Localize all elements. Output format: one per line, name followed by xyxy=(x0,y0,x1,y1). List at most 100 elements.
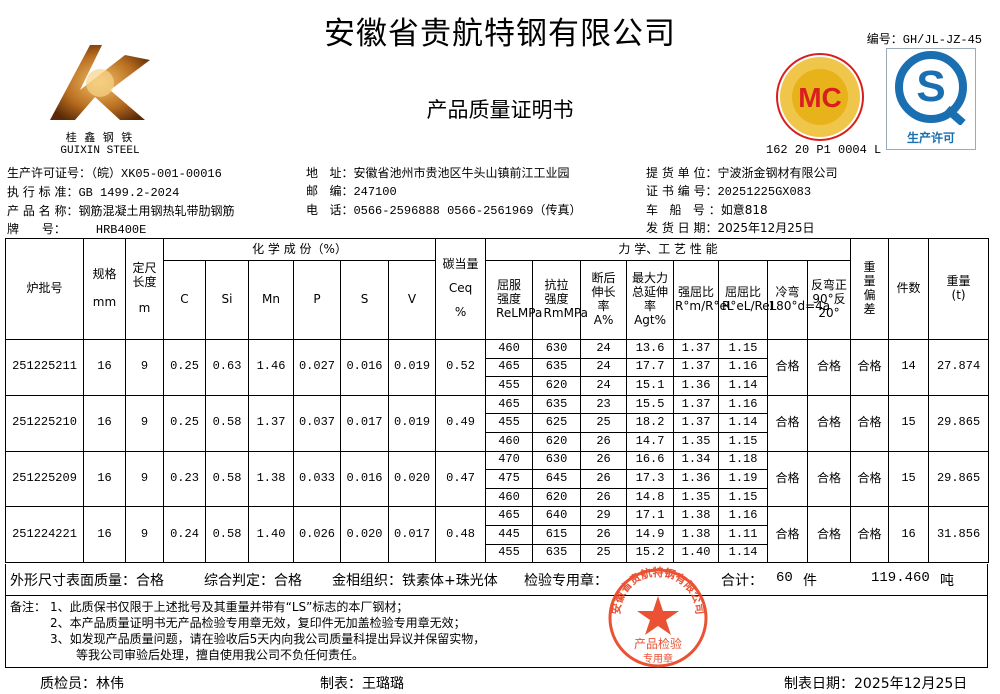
svg-text:产品检验: 产品检验 xyxy=(634,636,682,651)
cell-weight: 31.856 xyxy=(928,506,990,564)
cell-rel: 465 xyxy=(485,394,534,415)
cell-ratio1: 1.40 xyxy=(673,543,720,564)
consignee-field: 提 货 单 位：宁波浙金钢材有限公司 xyxy=(646,166,838,180)
cell-rel: 455 xyxy=(485,376,534,396)
cell-s: 0.016 xyxy=(340,450,389,508)
quality-table: 炉批号 规格 mm 定尺长度 m 化 学 成 份（%） 碳当量 Ceq% 力 学、工 … xyxy=(5,238,990,564)
logo-text-cn: 桂 鑫 钢 铁 xyxy=(65,131,135,144)
cell-agt: 17.7 xyxy=(626,357,675,378)
cell-ceq: 0.47 xyxy=(435,450,487,508)
notes-section: 备注： 1、此质保书仅限于上述批号及其重量并带有“LS”标志的本厂钢材； 2、本… xyxy=(5,595,988,668)
cell-rm: 640 xyxy=(532,506,582,526)
header-rel: 屈服强度ReLMPa xyxy=(485,260,542,340)
svg-text:专用章: 专用章 xyxy=(643,652,673,665)
cell-deviation: 合格 xyxy=(850,506,890,564)
table-row: 475 645 26 17.3 1.36 1.19 xyxy=(6,469,989,489)
cell-a: 25 xyxy=(580,413,628,433)
cell-a: 25 xyxy=(580,543,628,564)
cell-rm: 620 xyxy=(532,376,582,396)
table-row: 460 620 26 14.8 1.35 1.15 xyxy=(6,487,989,508)
info-left: 生产许可证号：（皖）XK05-001-00016 执 行 标 准：GB 1499… xyxy=(7,164,234,239)
appearance-result: 外形尺寸表面质量：合格 xyxy=(10,573,164,589)
star-icon xyxy=(637,596,679,635)
cell-agt: 15.5 xyxy=(626,394,675,415)
header-rm: 抗拉强度RmMPa xyxy=(532,260,588,340)
total-pieces: 60 xyxy=(776,570,793,586)
cell-s: 0.020 xyxy=(340,506,389,564)
header-chemical: 化 学 成 份（%） xyxy=(162,238,437,261)
cell-pieces: 16 xyxy=(888,506,930,564)
cell-weight: 29.865 xyxy=(928,394,990,452)
cell-ratio2: 1.16 xyxy=(718,394,769,415)
cell-agt: 17.1 xyxy=(626,506,675,526)
cell-ratio1: 1.37 xyxy=(673,339,720,359)
mc-logo-text: MC xyxy=(798,82,842,113)
cell-spec: 16 xyxy=(83,339,126,396)
table-row: 455 635 25 15.2 1.40 1.14 xyxy=(6,543,989,564)
address-field: 地 址：安徽省池州市贵池区牛头山镇前江工业园 xyxy=(306,166,570,180)
header-deviation: 重量偏差 xyxy=(850,238,890,340)
cell-cold-bend: 合格 xyxy=(767,339,809,396)
ship-date-field: 发 货 日 期：2025年12月25日 xyxy=(646,221,815,235)
cell-rel: 460 xyxy=(485,487,534,508)
cell-length: 9 xyxy=(125,339,164,396)
cell-a: 23 xyxy=(580,394,628,415)
cell-rm: 635 xyxy=(532,394,582,415)
cell-rm: 625 xyxy=(532,413,582,433)
note-item: 1、此质保书仅限于上述批号及其重量并带有“LS”标志的本厂钢材； xyxy=(50,600,409,614)
header-rebend: 反弯正90°反20° xyxy=(807,260,852,340)
cell-spec: 16 xyxy=(83,394,126,452)
note-item: 3、如发现产品质量问题，请在验收后5天内向我公司质量科提出异议并保留实物， xyxy=(50,632,486,646)
cell-v: 0.019 xyxy=(387,394,437,452)
cell-batch: 251225211 xyxy=(5,339,84,396)
cell-ratio2: 1.15 xyxy=(718,431,769,452)
header-cold-bend: 冷弯180°d=4a xyxy=(767,260,830,340)
cell-rel: 465 xyxy=(485,506,534,526)
header-v: V xyxy=(387,260,437,340)
pieces-unit: 件 xyxy=(803,573,817,589)
weight-unit: 吨 xyxy=(940,573,954,589)
cell-rm: 630 xyxy=(532,339,582,359)
cell-rebend: 合格 xyxy=(807,394,852,452)
cell-rebend: 合格 xyxy=(807,339,852,396)
cell-ratio2: 1.15 xyxy=(718,487,769,508)
cell-si: 0.58 xyxy=(205,394,249,452)
table-row: 445 615 26 14.9 1.38 1.11 xyxy=(6,524,989,545)
qs-logo-text: 生产许可 xyxy=(906,131,955,145)
qs-production-license-logo: S 生产许可 xyxy=(886,48,976,150)
cell-a: 26 xyxy=(580,524,628,545)
cell-agt: 18.2 xyxy=(626,413,675,433)
cell-agt: 14.9 xyxy=(626,524,675,545)
cell-c: 0.25 xyxy=(163,394,206,452)
cell-mn: 1.40 xyxy=(248,506,294,564)
cell-mn: 1.38 xyxy=(248,450,294,508)
cell-ratio1: 1.35 xyxy=(673,487,720,508)
cell-ratio1: 1.35 xyxy=(673,431,720,452)
table-row: 251225211 16 9 0.25 0.63 1.46 0.027 0.016 0.019 0… xyxy=(5,339,990,396)
table-row: 460 620 26 14.7 1.35 1.15 xyxy=(6,431,989,452)
cell-rm: 620 xyxy=(532,487,582,508)
vehicle-field: 车 船 号 ：如意818 xyxy=(646,203,768,217)
table-row: 251225210 16 9 0.25 0.58 1.37 0.037 0.017 0.019 0… xyxy=(5,394,990,452)
cell-length: 9 xyxy=(125,506,164,564)
cell-si: 0.58 xyxy=(205,506,249,564)
phone-field: 电 话：0566-2596888 0566-2561969（传真） xyxy=(306,203,582,218)
cell-agt: 14.7 xyxy=(626,431,675,452)
cell-rm: 615 xyxy=(532,524,582,545)
header-s: S xyxy=(340,260,389,340)
cell-agt: 14.8 xyxy=(626,487,675,508)
cert-no-field: 证 书 编 号：20251225GX083 xyxy=(646,184,812,199)
header-weight: 重量(t) xyxy=(928,238,990,340)
cell-rebend: 合格 xyxy=(807,450,852,508)
cell-cold-bend: 合格 xyxy=(767,394,809,452)
cell-batch: 251225209 xyxy=(5,450,84,508)
cell-si: 0.63 xyxy=(205,339,249,396)
cell-batch: 251225210 xyxy=(5,394,84,452)
cell-rm: 645 xyxy=(532,469,582,489)
cell-ratio1: 1.38 xyxy=(673,524,720,545)
cell-agt: 16.6 xyxy=(626,450,675,471)
company-name: 安徽省贵航特钢有限公司 xyxy=(324,16,676,52)
cell-batch: 251224221 xyxy=(5,506,84,564)
cell-rel: 445 xyxy=(485,524,534,545)
cell-ratio2: 1.16 xyxy=(718,357,769,378)
